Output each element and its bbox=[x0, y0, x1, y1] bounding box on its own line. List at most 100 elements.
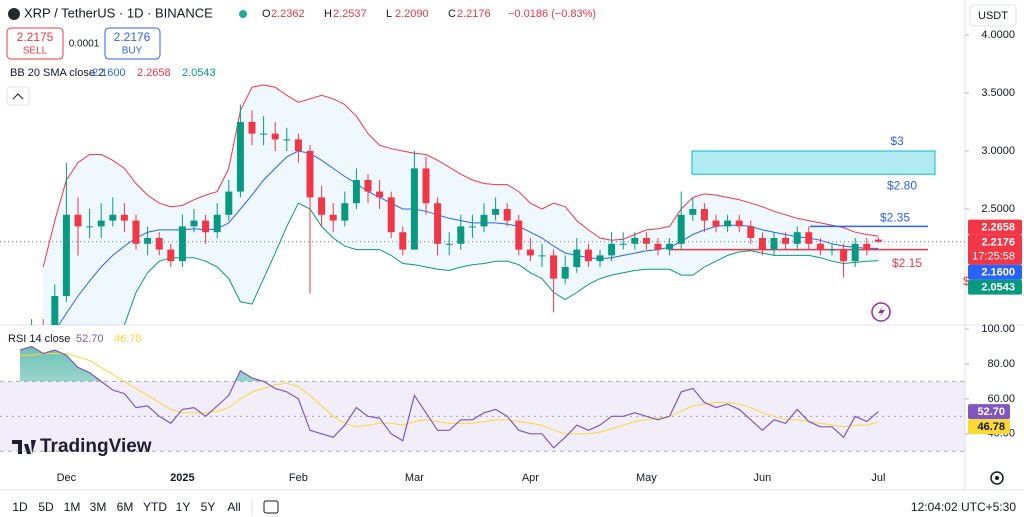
candle-body bbox=[410, 168, 418, 250]
sell-button[interactable] bbox=[6, 27, 64, 60]
range-button[interactable]: 1M bbox=[64, 500, 81, 514]
candle-body bbox=[608, 243, 616, 256]
candle-body bbox=[840, 249, 848, 262]
alert-glyph bbox=[878, 306, 885, 318]
candle-body bbox=[805, 232, 813, 244]
range-button[interactable]: 5Y bbox=[201, 500, 216, 514]
price-tag bbox=[968, 279, 1022, 295]
candle-body bbox=[735, 220, 743, 227]
candle-body bbox=[178, 226, 186, 262]
x-tick-label: Mar bbox=[405, 472, 424, 484]
x-tick-label: Feb bbox=[289, 472, 308, 484]
buy-label: BUY bbox=[122, 46, 143, 57]
candle-body bbox=[724, 220, 732, 227]
candle-body bbox=[283, 139, 291, 141]
candle-body bbox=[422, 168, 430, 204]
candle-body bbox=[376, 191, 384, 198]
y-tick-label: 100.00 bbox=[981, 323, 1015, 335]
candle-body bbox=[851, 243, 859, 262]
candle-body bbox=[318, 197, 326, 215]
rsi-legend-value: 52.70 bbox=[76, 333, 104, 345]
range-button[interactable]: All bbox=[227, 500, 240, 514]
candle-body bbox=[758, 237, 766, 250]
range-button[interactable]: 3M bbox=[90, 500, 107, 514]
candle-body bbox=[816, 243, 824, 250]
settings-icon[interactable] bbox=[990, 471, 1004, 485]
ohlc-key: H bbox=[324, 8, 332, 20]
alert-icon[interactable] bbox=[871, 302, 891, 322]
candle-body bbox=[492, 208, 500, 215]
level-label: $2.15 bbox=[892, 256, 922, 270]
ohlc-value: 2.2362 bbox=[271, 8, 305, 20]
bollinger-line bbox=[42, 84, 879, 268]
price-tag bbox=[968, 264, 1022, 280]
pane bbox=[0, 84, 965, 325]
candle-body bbox=[109, 214, 117, 221]
candle-body bbox=[329, 214, 337, 221]
candle-body bbox=[747, 226, 755, 238]
price-change: −0.0186 (−0.83%) bbox=[508, 8, 596, 20]
bb-legend-value: 2.1600 bbox=[92, 67, 126, 79]
rsi-tag-label: 52.70 bbox=[977, 406, 1005, 418]
candle-body bbox=[225, 191, 233, 215]
y-tick-label: 60.00 bbox=[987, 393, 1015, 405]
candle-body bbox=[306, 150, 314, 198]
x-tick-label: Dec bbox=[57, 472, 77, 484]
countdown: 17:25:58 bbox=[972, 251, 1015, 263]
bb-legend-title: BB 20 SMA close 2 bbox=[10, 67, 104, 79]
ohlc-key: L bbox=[386, 8, 392, 20]
buy-button[interactable] bbox=[104, 27, 161, 60]
y-tick-label: 3.0000 bbox=[981, 145, 1015, 157]
x-tick-label: Jul bbox=[871, 472, 885, 484]
candle-body bbox=[874, 239, 882, 242]
price-tag bbox=[968, 219, 1022, 235]
range-button[interactable]: YTD bbox=[143, 500, 167, 514]
x-tick-label: 2025 bbox=[170, 472, 194, 484]
candle-body bbox=[619, 243, 627, 245]
level-label: $2.35 bbox=[880, 211, 910, 225]
price-zone bbox=[691, 150, 936, 175]
ohlc-value: 2.2537 bbox=[333, 8, 367, 20]
candle-body bbox=[294, 139, 302, 151]
rsi-line bbox=[20, 353, 879, 435]
candle-body bbox=[190, 220, 198, 227]
candle-body bbox=[770, 237, 778, 250]
collapse-button[interactable] bbox=[6, 86, 30, 106]
candle-body bbox=[677, 214, 685, 244]
logo-mark bbox=[12, 440, 36, 454]
rsi-tag bbox=[968, 419, 1010, 435]
candle-body bbox=[248, 121, 256, 134]
candle-body bbox=[700, 208, 708, 221]
candle-body bbox=[260, 133, 268, 135]
candle-body bbox=[793, 232, 801, 244]
price-tag-label: 2.2658 bbox=[981, 222, 1015, 234]
candle-body bbox=[144, 237, 152, 244]
candle-body bbox=[457, 226, 465, 244]
candle-body bbox=[712, 220, 720, 227]
price-tag-label: 2.2176 bbox=[981, 237, 1015, 249]
settings-dot bbox=[995, 476, 999, 480]
sell-label: SELL bbox=[23, 46, 48, 57]
candle-body bbox=[387, 197, 395, 233]
range-button[interactable]: 5D bbox=[38, 500, 54, 514]
candle-body bbox=[596, 255, 604, 262]
rsi-line bbox=[19, 345, 879, 449]
candle-body bbox=[666, 243, 674, 250]
market-status bbox=[239, 10, 247, 18]
range-button[interactable]: 1D bbox=[12, 500, 28, 514]
rsi-tag-label: 46.78 bbox=[977, 421, 1005, 433]
currency-button[interactable] bbox=[969, 4, 1017, 27]
candle-body bbox=[782, 237, 790, 244]
date-range-icon[interactable] bbox=[263, 500, 279, 514]
candle-body bbox=[86, 226, 94, 228]
candle-body bbox=[445, 243, 453, 245]
range-button[interactable]: 6M bbox=[117, 500, 134, 514]
x-tick-label: Jun bbox=[754, 472, 772, 484]
candle-body bbox=[213, 214, 221, 233]
symbol-title[interactable]: XRP / TetherUS · 1D · BINANCE bbox=[24, 5, 213, 20]
range-button[interactable]: 1Y bbox=[176, 500, 191, 514]
price-tag-label: 2.1600 bbox=[981, 267, 1015, 279]
candle-body bbox=[155, 237, 163, 250]
candle-body bbox=[654, 243, 662, 250]
level-label: $ bbox=[963, 274, 970, 288]
